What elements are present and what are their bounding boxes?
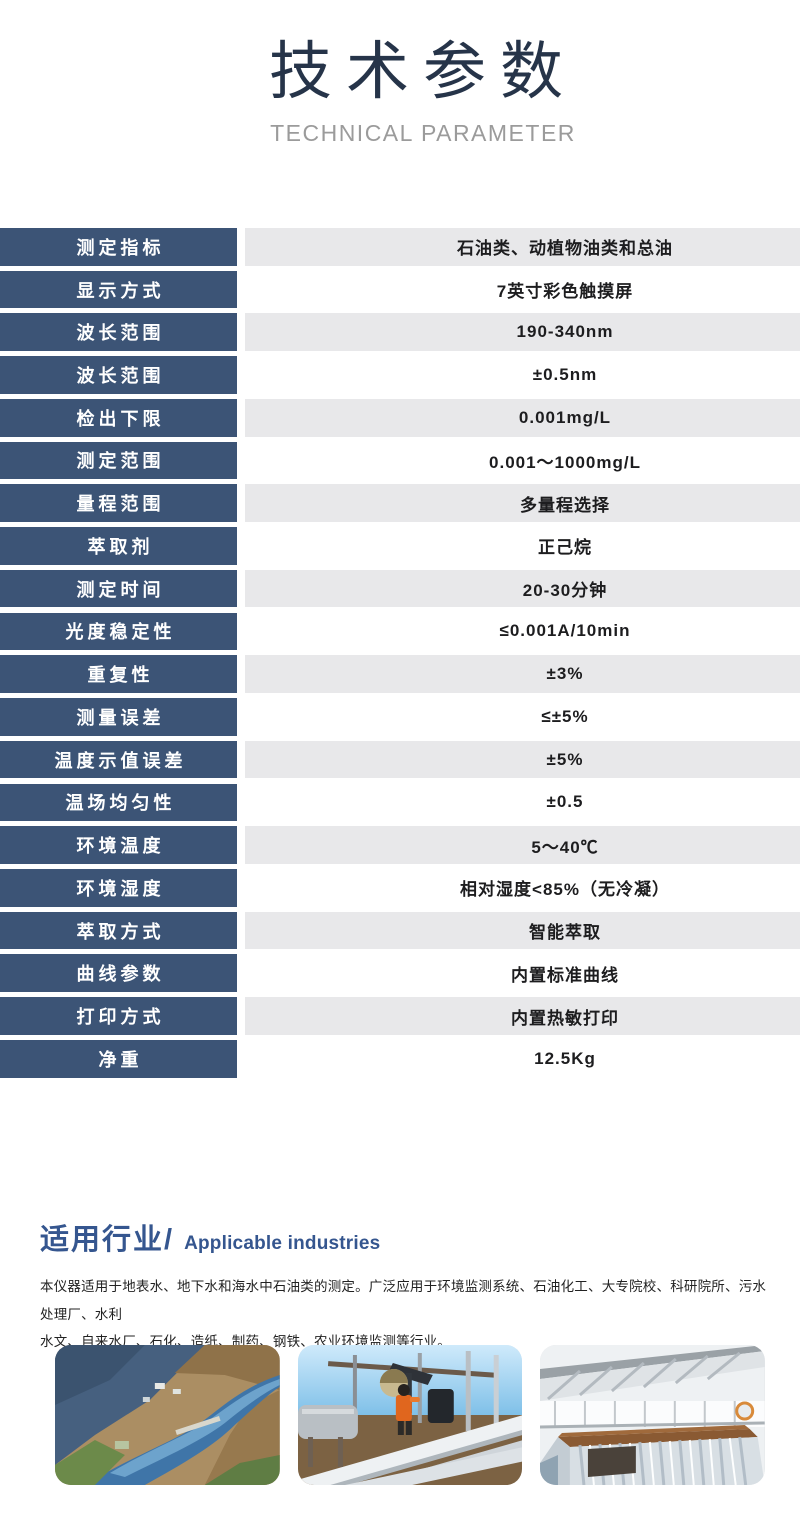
page-header: 技术参数 TECHNICAL PARAMETER [23,0,800,147]
table-row: 波长范围 ±0.5nm [0,356,800,394]
industries-heading: 适用行业/ Applicable industries [40,1216,772,1258]
table-row: 检出下限 0.001mg/L [0,398,800,437]
spec-value: 0.001mg/L [245,398,800,437]
table-row: 环境温度 5～40℃ [0,826,800,864]
spec-label: 波长范围 [0,356,237,394]
table-row: 测定时间 20-30分钟 [0,569,800,608]
spec-value: 0.001～1000mg/L [245,441,800,480]
spec-label: 测定时间 [0,569,237,608]
table-row: 测量误差 ≤±5% [0,698,800,736]
table-row: 温场均匀性 ±0.5 [0,783,800,822]
industries-heading-cn: 适用行业/ [40,1224,175,1256]
table-row: 量程范围 多量程选择 [0,484,800,522]
spec-label: 光度稳定性 [0,612,237,651]
industries-description: 本仪器适用于地表水、地下水和海水中石油类的测定。广泛应用于环境监测系统、石油化工… [40,1273,772,1356]
spec-value: ±0.5 [245,783,800,822]
spec-value: ≤±5% [245,698,800,736]
spec-label: 测定范围 [0,441,237,480]
table-row: 重复性 ±3% [0,655,800,693]
spec-value: 190-340nm [245,313,800,352]
spec-label: 打印方式 [0,997,237,1035]
aerial-reservoir-photo [55,1345,280,1485]
spec-label: 萃取剂 [0,527,237,565]
spec-label: 检出下限 [0,398,237,437]
spec-value: 7英寸彩色触摸屏 [245,270,800,309]
spec-label: 曲线参数 [0,954,237,993]
spec-label: 波长范围 [0,313,237,352]
spec-label: 环境湿度 [0,869,237,907]
spec-label: 重复性 [0,655,237,693]
industries-section: 适用行业/ Applicable industries 本仪器适用于地表水、地下… [40,1216,772,1356]
table-row: 光度稳定性 ≤0.001A/10min [0,612,800,651]
table-row: 净重 12.5Kg [0,1039,800,1078]
spec-value: 相对湿度<85%（无冷凝） [245,869,800,907]
spec-value: ±3% [245,655,800,693]
table-row: 温度示值误差 ±5% [0,740,800,779]
spec-value: 正己烷 [245,527,800,565]
spec-value: ≤0.001A/10min [245,612,800,651]
table-row: 测定范围 0.001～1000mg/L [0,441,800,480]
industries-description-line: 本仪器适用于地表水、地下水和海水中石油类的测定。广泛应用于环境监测系统、石油化工… [40,1279,767,1322]
table-row: 萃取方式 智能萃取 [0,911,800,950]
industries-heading-en: Applicable industries [184,1233,381,1254]
spec-label: 测定指标 [0,228,237,266]
table-row: 波长范围 190-340nm [0,313,800,352]
spec-label: 温场均匀性 [0,783,237,822]
table-row: 萃取剂 正己烷 [0,527,800,565]
table-row: 打印方式 内置热敏打印 [0,997,800,1035]
spec-table: 测定指标 石油类、动植物油类和总油 显示方式 7英寸彩色触摸屏 波长范围 190-340n… [0,228,800,1083]
treatment-plant-photo [540,1345,766,1485]
spec-value: 内置标准曲线 [245,954,800,993]
table-row: 测定指标 石油类、动植物油类和总油 [0,228,800,266]
spec-label: 量程范围 [0,484,237,522]
spec-value: 20-30分钟 [245,569,800,608]
table-row: 显示方式 7英寸彩色触摸屏 [0,270,800,309]
page-subtitle: TECHNICAL PARAMETER [270,120,576,147]
spec-label: 显示方式 [0,270,237,309]
spec-label: 环境温度 [0,826,237,864]
spec-value: 石油类、动植物油类和总油 [245,228,800,266]
spec-value: 内置热敏打印 [245,997,800,1035]
spec-label: 萃取方式 [0,911,237,950]
spec-value: 多量程选择 [245,484,800,522]
industry-photos [55,1345,766,1485]
spec-value: 智能萃取 [245,911,800,950]
oil-field-photo [297,1345,523,1485]
spec-value: 12.5Kg [245,1039,800,1078]
spec-value: ±5% [245,740,800,779]
spec-label: 测量误差 [0,698,237,736]
spec-label: 温度示值误差 [0,740,237,779]
spec-label: 净重 [0,1039,237,1078]
table-row: 曲线参数 内置标准曲线 [0,954,800,993]
page-title: 技术参数 [269,37,577,107]
table-row: 环境湿度 相对湿度<85%（无冷凝） [0,869,800,907]
spec-value: 5～40℃ [245,826,800,864]
spec-value: ±0.5nm [245,356,800,394]
